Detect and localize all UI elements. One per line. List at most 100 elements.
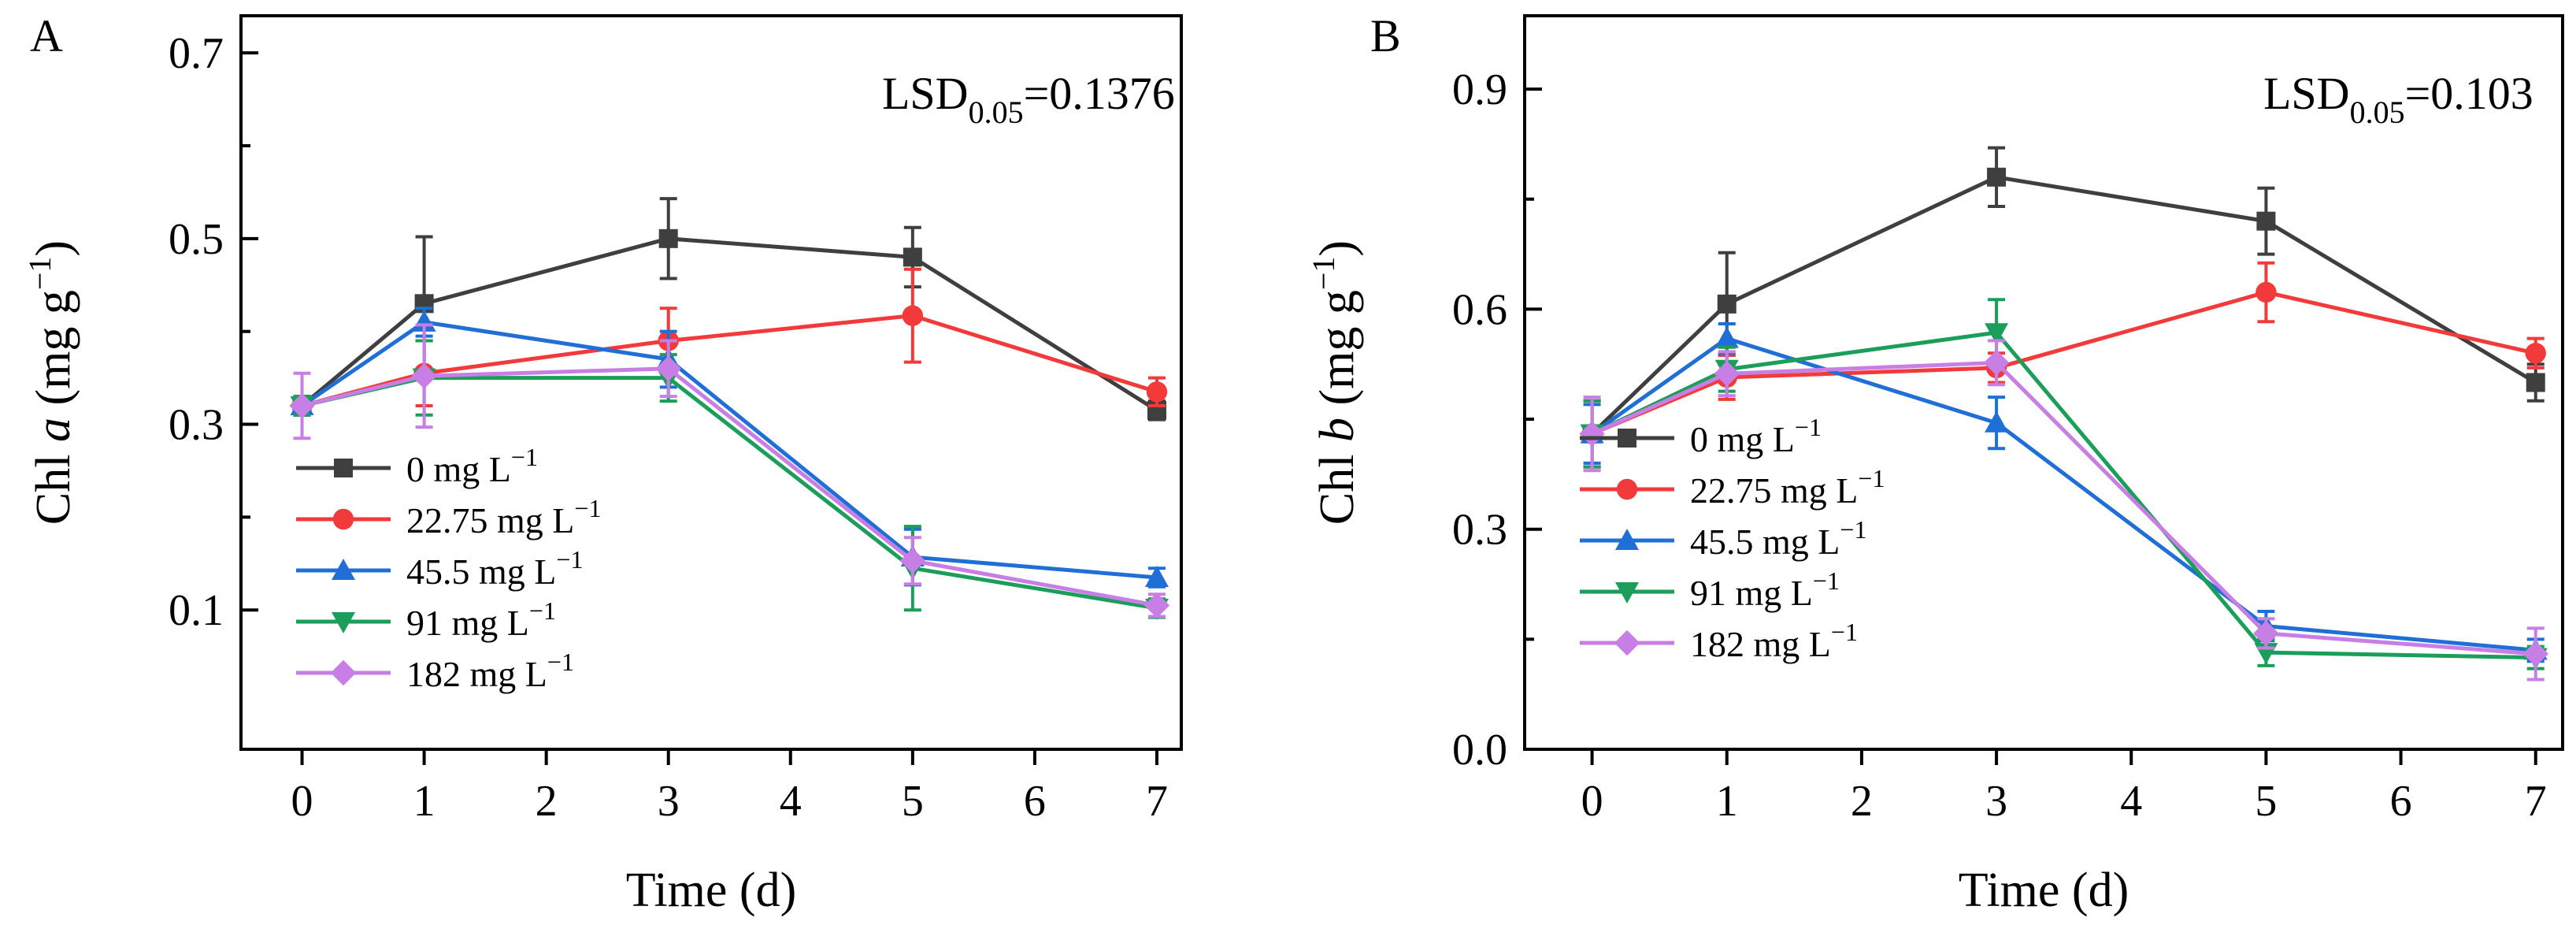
legend-label-exp: −1 [1858, 464, 1885, 492]
data-point [1146, 381, 1168, 403]
panel-a: A 0.1 0.3 0.5 0.7 0 1 2 3 4 5 6 7 Time (d) Chl a (mg g… [22, 10, 1183, 917]
x-tick-label-b: 3 [1985, 777, 2007, 826]
y-axis-label-exp: −1 [1306, 257, 1341, 291]
y-axis-label-a: Chl a (mg g−1) [22, 240, 80, 525]
y-axis-label-prefix: Chl [1310, 442, 1364, 525]
lsd-main: LSD [882, 68, 969, 119]
legend-marker [332, 559, 355, 580]
legend-label: 182 mg L−1 [406, 648, 574, 694]
legend-marker [332, 508, 354, 530]
data-point [1985, 323, 2009, 345]
data-point [1143, 592, 1170, 618]
legend-label-name: 0 mg L [406, 449, 511, 489]
data-point [902, 305, 924, 326]
legend-label-exp: −1 [547, 648, 574, 676]
lsd-main: LSD [2263, 68, 2350, 119]
y-tick-label-b: 0.3 [1452, 506, 1507, 555]
legend-label-exp: −1 [529, 596, 556, 625]
x-tick-label-a: 0 [291, 777, 313, 826]
y-axis-label-var: b [1310, 418, 1364, 442]
legend-label-name: 91 mg L [406, 603, 529, 643]
legend-label-exp: −1 [1813, 566, 1840, 595]
legend-label: 91 mg L−1 [406, 596, 556, 643]
legend-label-exp: −1 [1795, 413, 1822, 441]
y-tick-label-a: 0.7 [169, 29, 224, 78]
legend-label-exp: −1 [1831, 618, 1858, 646]
lsd-sub: 0.05 [969, 95, 1024, 130]
data-point [658, 228, 678, 248]
legend-label: 182 mg L−1 [1690, 618, 1858, 664]
y-axis-label-unit: (mg g [27, 290, 80, 418]
series-b-4 [1579, 339, 2548, 682]
panel-b: B 0.0 0.3 0.6 0.9 0 1 2 3 4 5 6 7 Time (d) Chl b (mg g… [1306, 10, 2564, 917]
data-point [289, 392, 315, 419]
legend-label: 45.5 mg L−1 [406, 545, 583, 592]
legend-label: 0 mg L−1 [1690, 413, 1822, 459]
x-axis-label-b: Time (d) [1959, 864, 2129, 917]
x-tick-label-a: 6 [1024, 777, 1046, 826]
x-tick-label-a: 2 [536, 777, 558, 826]
x-tick-label-b: 1 [1716, 777, 1738, 826]
y-tick-label-b: 0.6 [1452, 285, 1507, 334]
data-point [2526, 373, 2545, 392]
y-tick-label-a: 0.5 [169, 215, 224, 264]
plot-frame-b [1523, 14, 2564, 751]
lsd-annotation-b: LSD0.05=0.103 [2263, 68, 2533, 130]
data-point [1985, 410, 2009, 433]
data-point [1717, 294, 1736, 314]
y-tick-label-b: 0.9 [1452, 65, 1507, 114]
legend-label: 91 mg L−1 [1690, 566, 1840, 613]
data-point [411, 363, 437, 389]
data-point [1144, 565, 1169, 587]
legend-label: 0 mg L−1 [406, 443, 538, 489]
legend-b: 0 mg L−122.75 mg L−145.5 mg L−191 mg L−1… [1580, 413, 1885, 664]
x-tick-label-a: 7 [1146, 777, 1168, 826]
legend-label-exp: −1 [574, 494, 601, 522]
series-a-4 [289, 323, 1170, 618]
data-point [1714, 361, 1740, 387]
legend-marker [1615, 529, 1639, 550]
legend-label: 22.75 mg L−1 [1690, 464, 1885, 511]
x-tick-label-b: 5 [2255, 777, 2277, 826]
data-point [2256, 211, 2276, 231]
legend-label-name: 0 mg L [1690, 419, 1795, 459]
legend-label-name: 182 mg L [406, 654, 547, 694]
data-point [1987, 167, 2007, 187]
y-axis-label-var: a [27, 418, 80, 442]
x-axis-label-a: Time (d) [626, 864, 796, 917]
x-tick-label-a: 3 [658, 777, 680, 826]
x-tick-label-b: 4 [2120, 777, 2142, 826]
x-tick-label-a: 5 [902, 777, 924, 826]
legend-label-name: 91 mg L [1690, 573, 1813, 613]
legend-marker [1614, 630, 1640, 656]
x-tick-label-b: 2 [1851, 777, 1873, 826]
legend-label-name: 45.5 mg L [1690, 522, 1840, 562]
lsd-annotation-a: LSD0.05=0.1376 [882, 68, 1175, 130]
series-a-2 [290, 306, 1169, 589]
y-axis-label-exp: −1 [22, 257, 57, 291]
data-point [1579, 421, 1605, 447]
x-tick-label-b: 6 [2390, 777, 2412, 826]
lsd-value: =0.1376 [1024, 68, 1175, 119]
legend-marker [1618, 429, 1636, 448]
data-point [655, 355, 681, 382]
panel-label-a: A [30, 10, 63, 61]
data-point [2255, 281, 2277, 303]
y-tick-label-a: 0.3 [169, 401, 224, 450]
y-tick-label-a: 0.1 [169, 586, 224, 635]
y-axis-label-close: ) [1310, 240, 1364, 257]
legend-label: 45.5 mg L−1 [1690, 515, 1866, 562]
data-point [2522, 641, 2548, 667]
data-point [899, 548, 926, 574]
x-tick-label-b: 7 [2525, 777, 2547, 826]
y-axis-label-prefix: Chl [27, 442, 80, 525]
legend-label-name: 22.75 mg L [406, 500, 574, 540]
legend-marker [334, 459, 353, 477]
y-axis-label-b: Chl b (mg g−1) [1306, 240, 1364, 525]
legend-marker [1616, 478, 1638, 500]
legend-label-name: 182 mg L [1690, 624, 1831, 664]
legend-marker [1615, 582, 1639, 604]
legend-marker [330, 659, 357, 686]
legend-a: 0 mg L−122.75 mg L−145.5 mg L−191 mg L−1… [296, 443, 601, 694]
